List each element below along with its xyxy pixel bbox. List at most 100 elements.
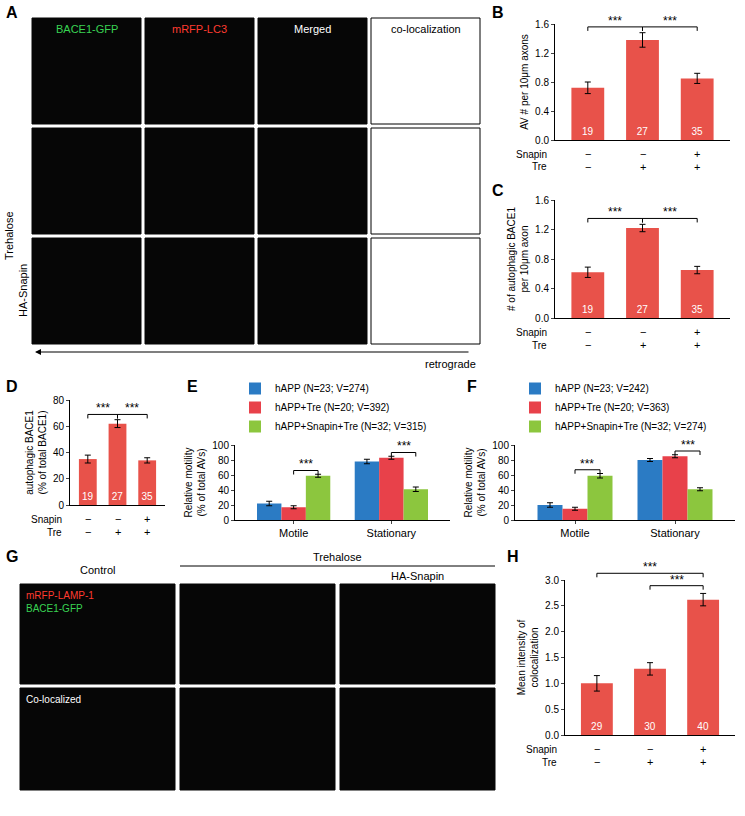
svg-text:0.0: 0.0 <box>545 730 559 741</box>
svg-text:0: 0 <box>223 515 229 526</box>
svg-text:Snapin: Snapin <box>516 149 547 160</box>
svg-text:0.8: 0.8 <box>535 254 549 265</box>
svg-text:+: + <box>694 148 700 160</box>
svg-text:co-localization: co-localization <box>391 23 461 35</box>
svg-text:20: 20 <box>53 473 65 484</box>
svg-text:H: H <box>507 548 519 565</box>
svg-text:Co-localized: Co-localized <box>26 694 81 705</box>
svg-text:0: 0 <box>503 515 509 526</box>
svg-text:40: 40 <box>498 485 510 496</box>
svg-text:hAPP+Tre (N=20; V=363): hAPP+Tre (N=20; V=363) <box>555 402 669 413</box>
svg-text:35: 35 <box>141 491 153 502</box>
svg-text:80: 80 <box>53 395 65 406</box>
svg-text:27: 27 <box>637 304 649 315</box>
svg-text:Tre: Tre <box>532 340 547 351</box>
svg-text:+: + <box>640 161 646 173</box>
svg-text:C: C <box>492 182 504 199</box>
svg-text:19: 19 <box>82 491 94 502</box>
svg-text:+: + <box>640 339 646 351</box>
svg-text:***: *** <box>670 573 684 587</box>
svg-text:Stationary: Stationary <box>650 527 700 539</box>
svg-text:+: + <box>144 513 150 525</box>
svg-text:35: 35 <box>691 126 703 137</box>
svg-text:***: *** <box>643 560 657 574</box>
svg-text:Motile: Motile <box>560 527 589 539</box>
svg-text:100: 100 <box>492 440 509 451</box>
svg-text:1.6: 1.6 <box>535 19 549 30</box>
svg-text:mRFP-LAMP-1: mRFP-LAMP-1 <box>26 590 94 601</box>
svg-text:−: − <box>594 756 600 768</box>
svg-text:autophagic BACE1(% of total BA: autophagic BACE1(% of total BACE1) <box>24 410 48 495</box>
svg-text:HA-Snapin: HA-Snapin <box>17 264 29 317</box>
svg-text:***: *** <box>125 401 139 415</box>
svg-text:hAPP+Snapin+Tre (N=32; V=274): hAPP+Snapin+Tre (N=32; V=274) <box>555 421 706 432</box>
svg-text:−: − <box>585 161 591 173</box>
svg-text:80: 80 <box>218 455 230 466</box>
svg-text:−: − <box>585 326 591 338</box>
svg-text:−: − <box>640 326 646 338</box>
svg-text:G: G <box>6 548 18 565</box>
svg-text:F: F <box>467 378 477 395</box>
svg-text:hAPP+Tre (N=20; V=392): hAPP+Tre (N=20; V=392) <box>275 402 389 413</box>
svg-text:Motile: Motile <box>279 527 308 539</box>
svg-text:−: − <box>585 148 591 160</box>
svg-text:hAPP+Snapin+Tre (N=32; V=315): hAPP+Snapin+Tre (N=32; V=315) <box>275 421 426 432</box>
svg-text:+: + <box>694 161 700 173</box>
svg-text:80: 80 <box>498 455 510 466</box>
svg-text:+: + <box>694 326 700 338</box>
svg-text:***: *** <box>608 14 622 28</box>
svg-text:0: 0 <box>58 500 64 511</box>
svg-text:E: E <box>187 378 198 395</box>
svg-text:Mean intensity ofcolocalizatio: Mean intensity ofcolocalization <box>516 619 540 695</box>
svg-text:***: *** <box>397 439 411 453</box>
svg-text:***: *** <box>663 205 677 219</box>
svg-text:3.0: 3.0 <box>545 575 559 586</box>
svg-text:***: *** <box>96 401 110 415</box>
svg-text:1.0: 1.0 <box>545 678 559 689</box>
svg-text:100: 100 <box>212 440 229 451</box>
svg-text:27: 27 <box>112 491 124 502</box>
svg-text:Tre: Tre <box>532 161 547 172</box>
svg-text:+: + <box>144 526 150 538</box>
svg-text:BACE1-GFP: BACE1-GFP <box>56 23 118 35</box>
svg-text:0.4: 0.4 <box>535 283 549 294</box>
svg-text:20: 20 <box>498 500 510 511</box>
svg-text:***: *** <box>580 457 594 471</box>
svg-text:Tre: Tre <box>542 757 557 768</box>
svg-text:A: A <box>6 4 18 21</box>
svg-text:19: 19 <box>582 126 594 137</box>
svg-text:60: 60 <box>218 470 230 481</box>
svg-text:1.2: 1.2 <box>535 48 549 59</box>
svg-text:***: *** <box>663 14 677 28</box>
svg-text:−: − <box>115 513 121 525</box>
svg-text:60: 60 <box>53 421 65 432</box>
svg-text:+: + <box>700 743 706 755</box>
svg-text:27: 27 <box>637 126 649 137</box>
svg-text:Trehalose: Trehalose <box>3 211 15 260</box>
svg-text:***: *** <box>299 457 313 471</box>
svg-text:Snapin: Snapin <box>526 744 557 755</box>
svg-text:# of autophagic BACE1per 10μm: # of autophagic BACE1per 10μm axon <box>506 207 530 311</box>
svg-text:40: 40 <box>53 447 65 458</box>
svg-text:40: 40 <box>218 485 230 496</box>
svg-text:−: − <box>85 513 91 525</box>
svg-text:Snapin: Snapin <box>31 514 62 525</box>
svg-text:B: B <box>492 4 504 21</box>
svg-text:1.6: 1.6 <box>535 195 549 206</box>
svg-text:2.0: 2.0 <box>545 626 559 637</box>
svg-text:1.5: 1.5 <box>545 652 559 663</box>
svg-text:+: + <box>700 756 706 768</box>
svg-text:+: + <box>115 526 121 538</box>
svg-text:−: − <box>585 339 591 351</box>
svg-text:20: 20 <box>218 500 230 511</box>
svg-text:BACE1-GFP: BACE1-GFP <box>26 603 83 614</box>
svg-text:HA-Snapin: HA-Snapin <box>391 570 444 582</box>
svg-text:0.4: 0.4 <box>535 106 549 117</box>
svg-text:retrograde: retrograde <box>425 358 476 370</box>
svg-text:−: − <box>594 743 600 755</box>
svg-text:−: − <box>647 743 653 755</box>
svg-text:mRFP-LC3: mRFP-LC3 <box>172 23 227 35</box>
svg-text:0.0: 0.0 <box>535 313 549 324</box>
svg-text:Snapin: Snapin <box>516 327 547 338</box>
svg-text:Merged: Merged <box>294 23 331 35</box>
